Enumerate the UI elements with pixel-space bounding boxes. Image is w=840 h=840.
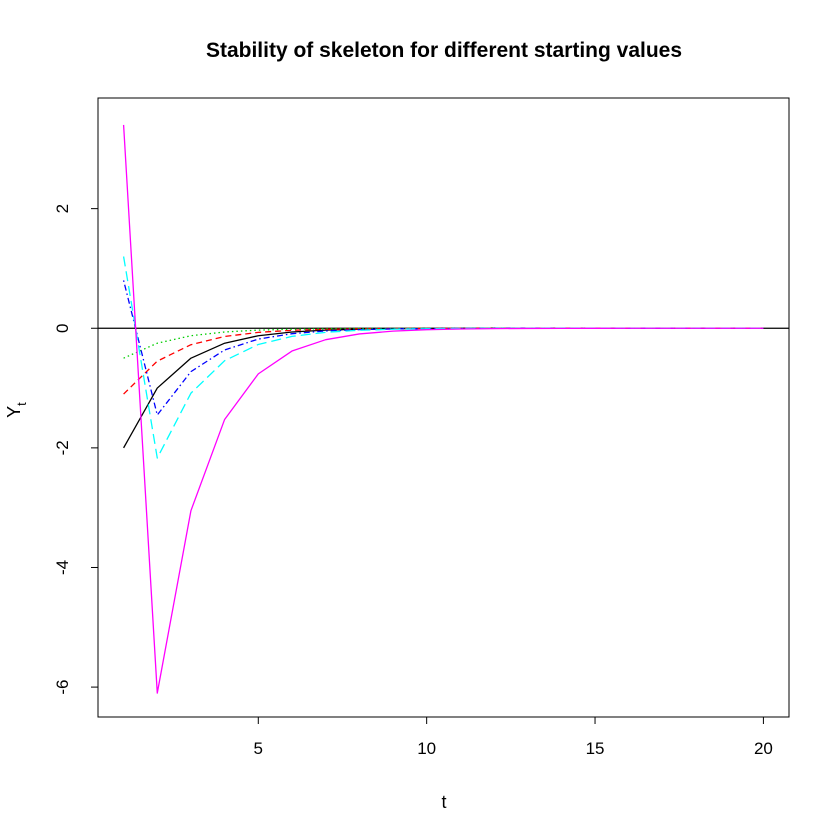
x-tick-label: 15 xyxy=(586,739,605,758)
y-tick-label: -4 xyxy=(53,560,72,575)
series-line-6 xyxy=(122,124,764,694)
y-tick-label: -6 xyxy=(53,680,72,695)
x-axis-label: t xyxy=(441,792,446,812)
y-axis-label: Yt xyxy=(4,402,29,418)
y-axis-label-main: Y xyxy=(4,406,24,418)
y-axis-label-subscript: t xyxy=(14,402,29,406)
series-line-5 xyxy=(122,256,764,459)
x-tick-label: 20 xyxy=(754,739,773,758)
y-tick-label: 0 xyxy=(53,324,72,333)
x-tick-label: 5 xyxy=(254,739,263,758)
chart-title: Stability of skeleton for different star… xyxy=(206,39,682,62)
series-layer xyxy=(98,124,789,694)
y-axis: -6 -4 -2 0 2 xyxy=(53,204,99,695)
x-tick-label: 10 xyxy=(417,739,436,758)
y-tick-label: -2 xyxy=(53,440,72,455)
y-tick-label: 2 xyxy=(53,204,72,213)
x-axis: 5 10 15 20 xyxy=(254,716,773,758)
